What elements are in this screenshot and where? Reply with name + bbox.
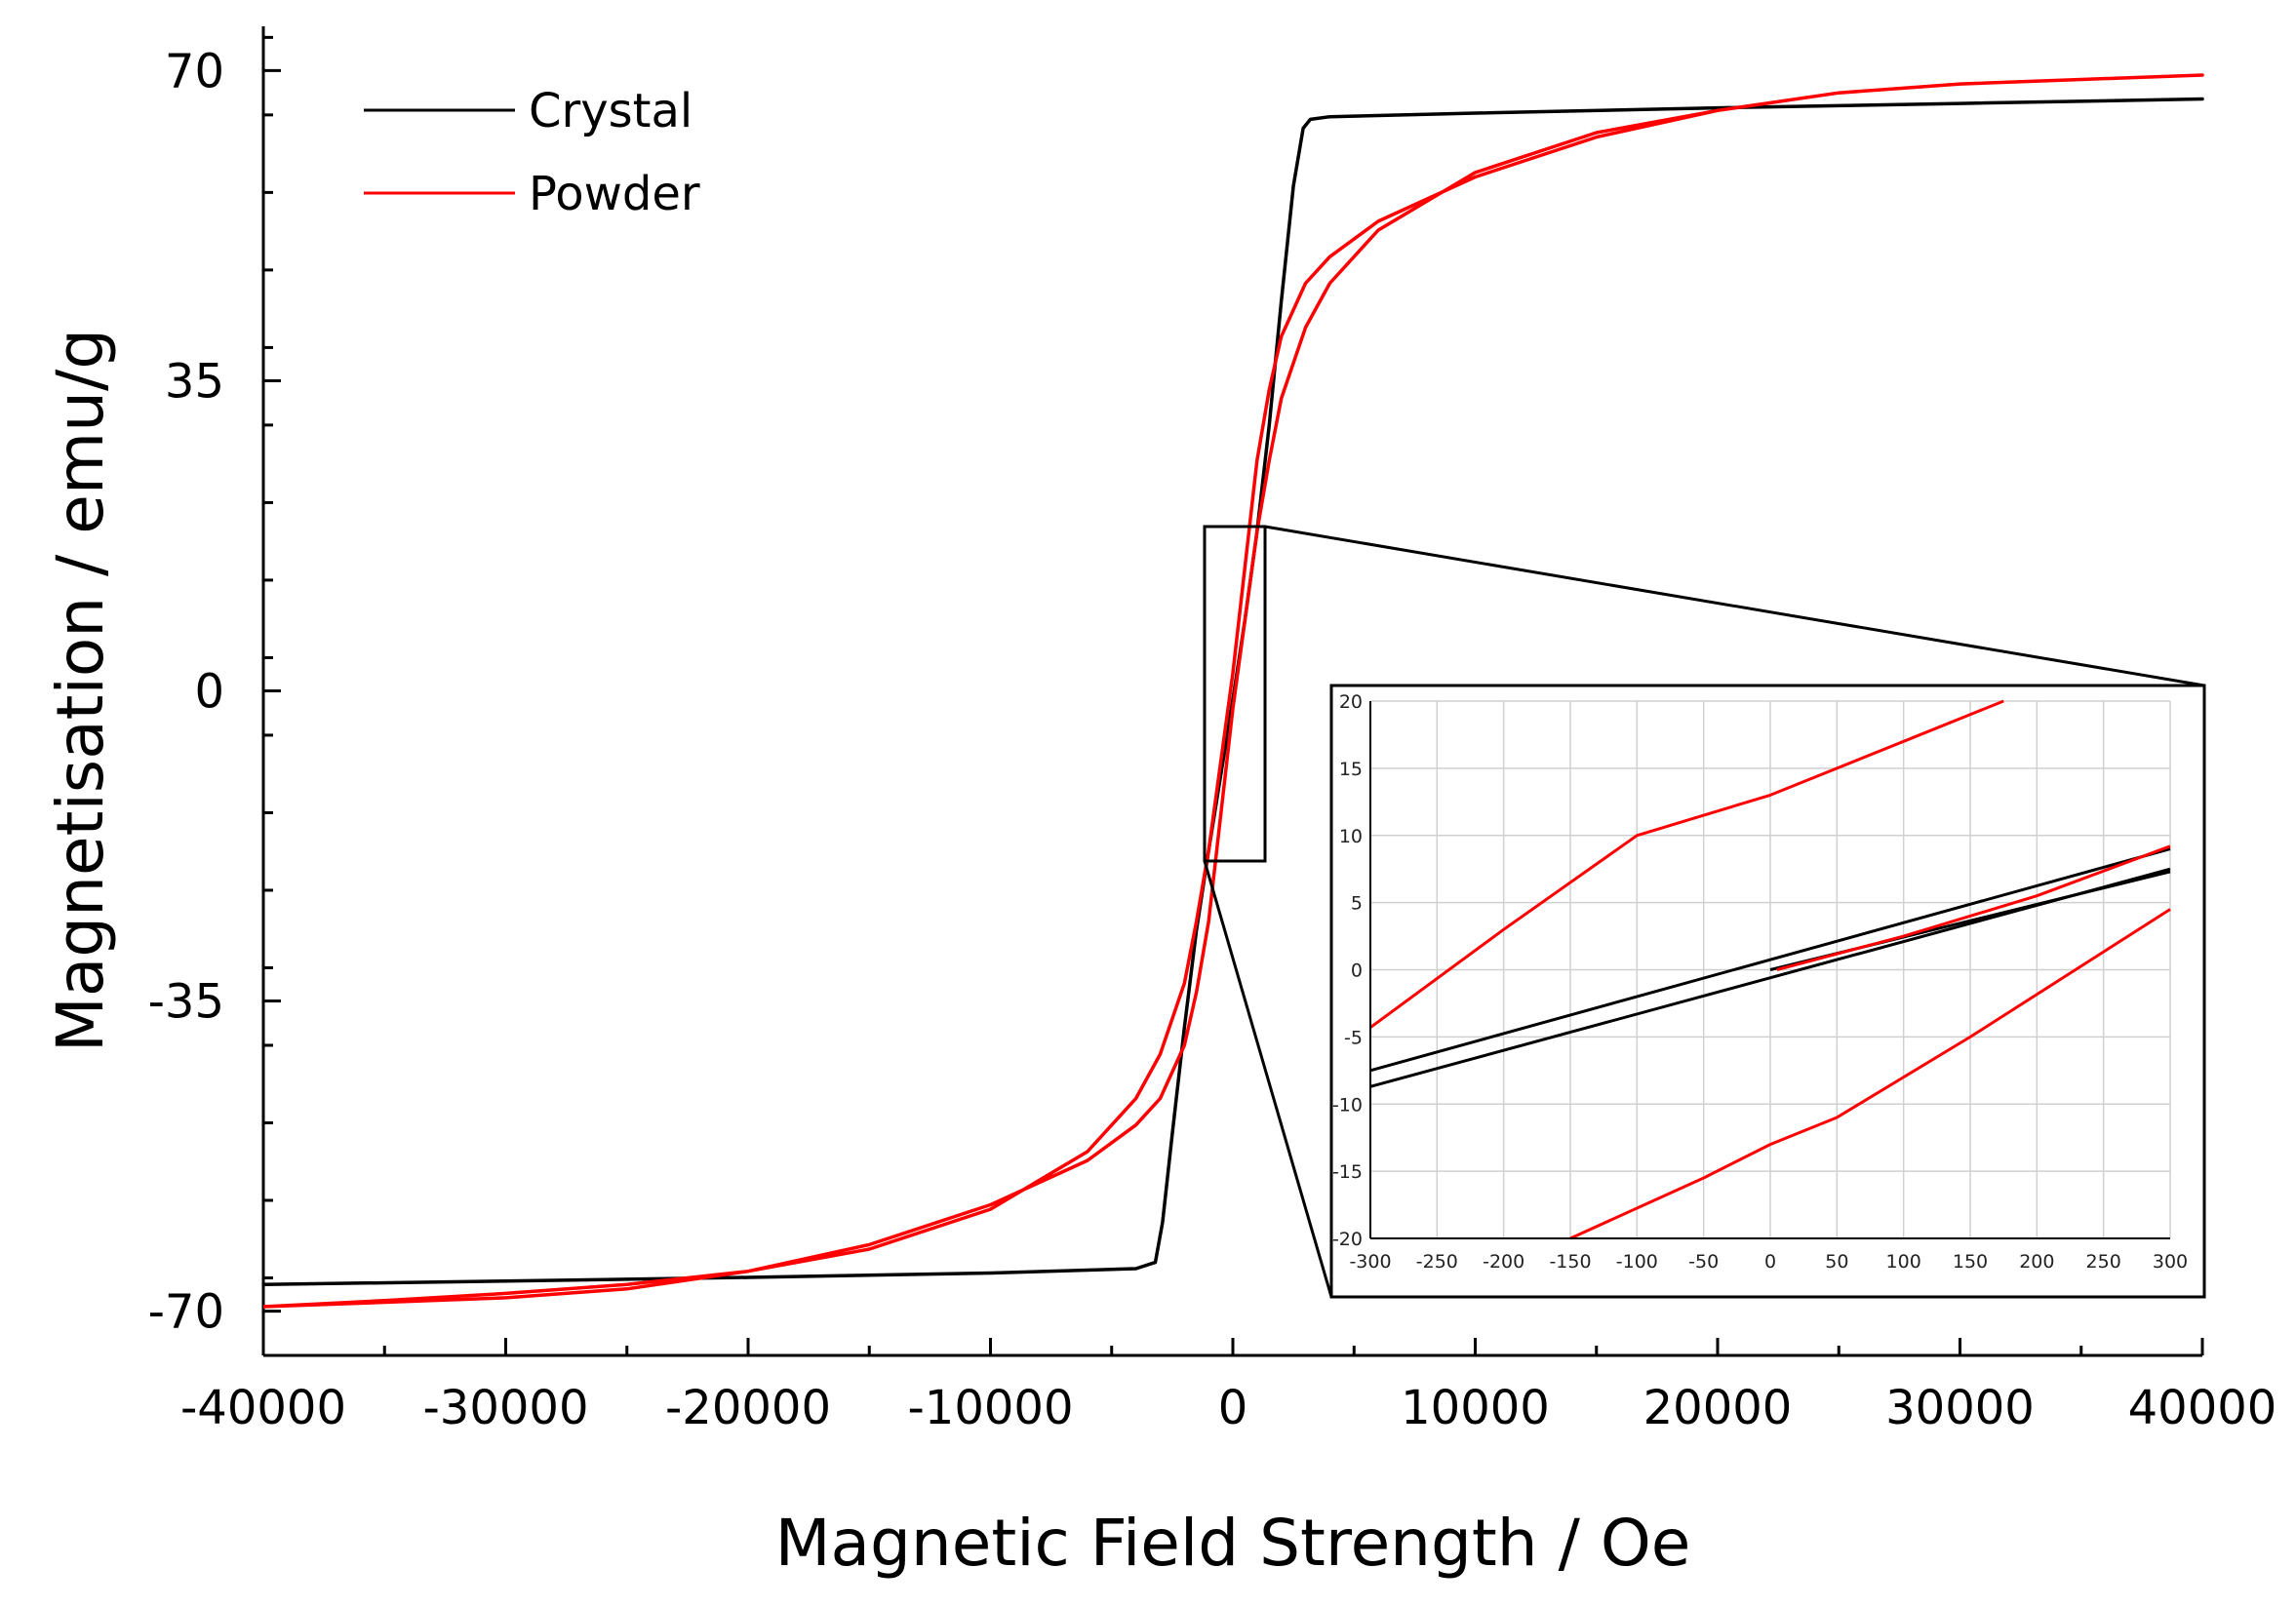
zoom-indicator [1203,525,2205,1298]
inset-x-tick-label: -100 [1616,1251,1658,1273]
inset-line-powder-descending [1369,699,2004,1029]
main-ticks: -40000 -30000 -20000 -10000 0 10000 20000 30000… [148,35,2277,1435]
inset-x-tick-label: -150 [1549,1251,1591,1273]
legend-label-crystal: Crystal [529,84,693,138]
series-line-crystal [262,97,2204,1287]
inset-line-crystal-branch-1 [1369,847,2171,1073]
inset-line-powder-virgin [1776,844,2171,971]
inset-x-tick-label: -50 [1688,1251,1719,1273]
inset-y-tick-label: -5 [1344,1027,1363,1048]
y-tick-label: 0 [194,665,224,720]
x-tick-label: -10000 [907,1381,1073,1435]
inset-x-tick-label: 200 [2019,1251,2054,1273]
y-tick-label: -35 [148,975,224,1030]
x-tick-label: -20000 [665,1381,831,1435]
inset-x-tick-label: 100 [1886,1251,1921,1273]
y-tick-label: -70 [148,1285,224,1340]
inset-x-tick-label: 0 [1764,1251,1776,1273]
x-tick-label: 0 [1218,1381,1248,1435]
inset-y-tick-label: -15 [1332,1161,1363,1183]
x-tick-label: 10000 [1401,1381,1550,1435]
x-axis-title: Magnetic Field Strength / Oe [775,1506,1691,1581]
zoom-connector-top [1264,525,2205,687]
inset-frame [1329,684,2206,1299]
y-axis-title: Magnetisation / emu/g [43,329,118,1052]
x-tick-label: -30000 [422,1381,588,1435]
y-tick-label: 35 [165,354,224,409]
inset-x-tick-label: 300 [2153,1251,2188,1273]
inset-x-tick-label: -200 [1483,1251,1524,1273]
inset-ticks: -300 -250 -200 -150 -100 -50 0 50 100 150 200 250 30… [1332,691,2188,1273]
inset-chart: -300 -250 -200 -150 -100 -50 0 50 100 150 200 250 30… [1329,684,2206,1299]
x-tick-label: 30000 [1885,1381,2035,1435]
legend: Crystal Powder [364,84,700,221]
inset-line-powder-ascending [1569,908,2171,1240]
inset-y-tick-label: -20 [1332,1229,1363,1250]
inset-y-tick-label: 20 [1339,691,1363,713]
series-line-powder [262,73,2204,1309]
inset-x-tick-label: 250 [2086,1251,2121,1273]
inset-y-tick-label: 0 [1351,960,1363,982]
legend-label-powder: Powder [529,167,700,221]
inset-x-tick-label: 150 [1953,1251,1988,1273]
y-tick-label: 70 [165,44,224,98]
inset-y-tick-label: 10 [1339,826,1363,847]
inset-x-tick-label: 50 [1825,1251,1848,1273]
main-series [262,73,2204,1309]
inset-series [1369,699,2171,1240]
zoom-box [1203,525,1267,863]
x-tick-label: -40000 [180,1381,346,1435]
inset-y-tick-label: 15 [1339,759,1363,780]
x-tick-label: 20000 [1643,1381,1793,1435]
inset-x-tick-label: -250 [1416,1251,1458,1273]
inset-x-tick-label: -300 [1349,1251,1391,1273]
inset-y-tick-label: -10 [1332,1094,1363,1116]
x-tick-label: 40000 [2128,1381,2277,1435]
zoom-connector-bottom [1203,860,1333,1298]
inset-y-tick-label: 5 [1351,893,1363,915]
